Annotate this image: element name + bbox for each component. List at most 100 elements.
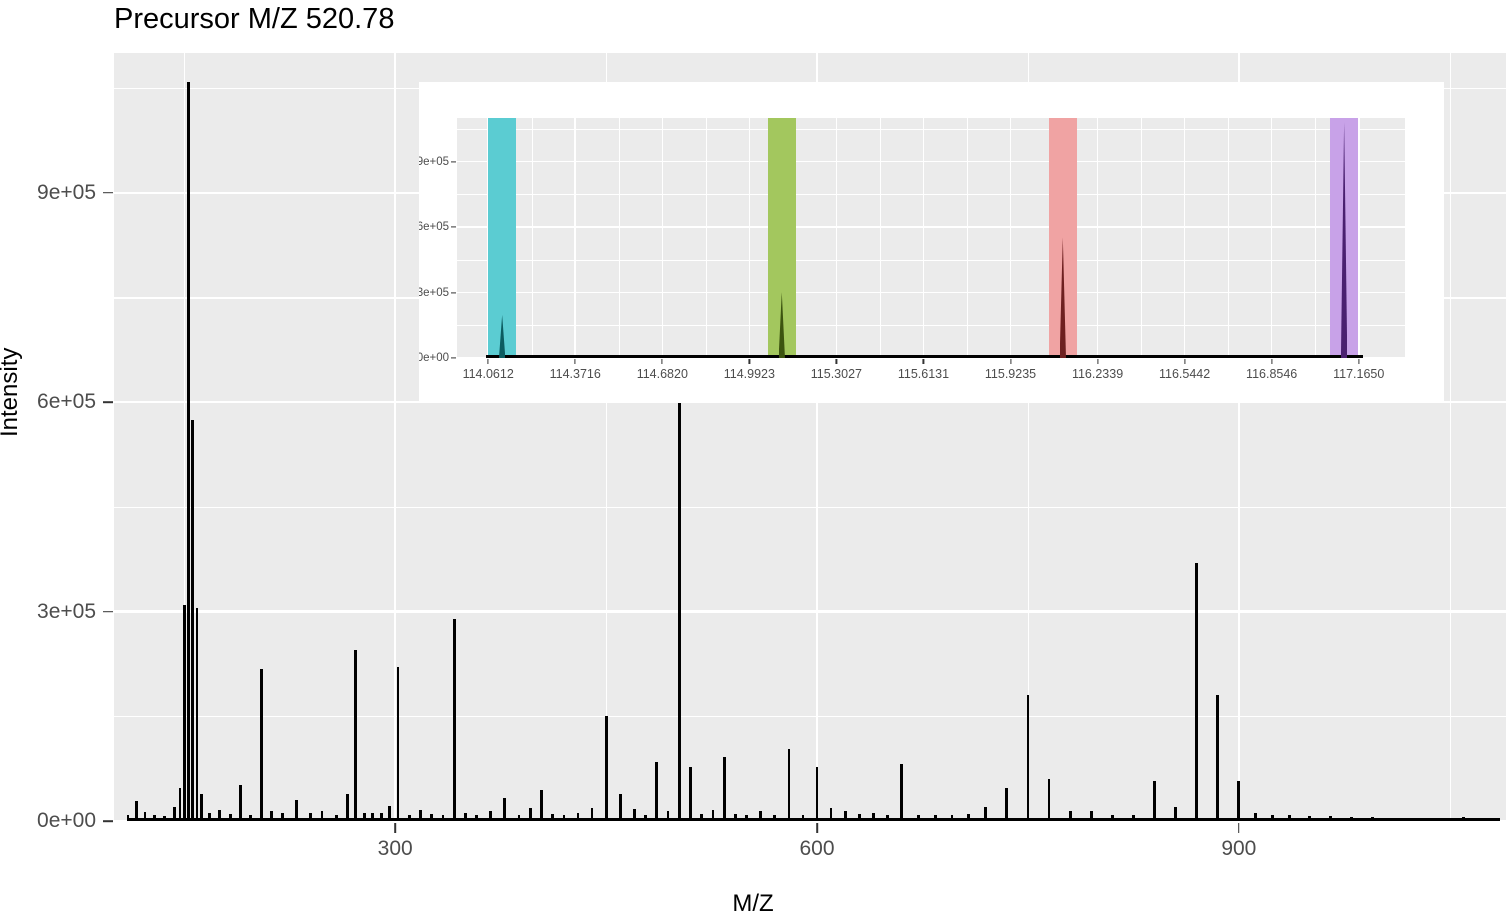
inset-gridline-minor-vertical-0	[531, 118, 533, 358]
inset-x-tick-mark	[1271, 359, 1273, 364]
spectrum-peak	[871, 812, 875, 821]
inset-x-tick-label: 114.9923	[723, 367, 775, 381]
gridline-major-vertical-2	[1237, 53, 1240, 821]
inset-y-tick-label: 3e+05	[419, 286, 449, 299]
spectrum-peak	[1131, 814, 1135, 821]
inset-x-tick-mark	[1358, 359, 1360, 364]
y-tick-label: 3e+05	[37, 599, 96, 623]
spectrum-peak	[178, 787, 182, 821]
inset-spectrum-baseline	[486, 355, 1363, 358]
spectrum-peak	[346, 794, 349, 821]
inset-gridline-minor-vertical-2	[705, 118, 707, 358]
spectrum-peak	[801, 814, 805, 821]
y-tick-mark	[103, 191, 113, 194]
spectrum-peak	[218, 809, 221, 821]
spectrum-peak	[933, 815, 937, 821]
spectrum-peak	[153, 814, 157, 821]
gridline-major-horizontal-1	[114, 610, 1506, 613]
inset-panel-box: 0e+00 3e+05 6e+05 9e+05 114.0612 114.3716 114.…	[419, 82, 1444, 403]
y-tick-mark	[103, 401, 113, 403]
spectrum-peak	[815, 766, 819, 821]
inset-gridline-major-vertical-0	[487, 118, 489, 358]
spectrum-peak	[379, 812, 383, 821]
x-tick-mark	[1238, 823, 1240, 833]
spectrum-peak	[773, 814, 777, 821]
spectrum-peak	[260, 668, 264, 821]
inset-gridline-minor-horizontal-2	[457, 194, 1405, 196]
gridline-minor-horizontal-1	[114, 506, 1506, 508]
x-tick-label: 900	[1221, 837, 1257, 860]
spectrum-peak	[916, 814, 920, 821]
inset-gridline-major-vertical-9	[1270, 118, 1273, 358]
inset-x-tick-mark	[922, 359, 925, 364]
spectrum-peak	[576, 812, 580, 821]
inset-x-tick-mark	[1184, 359, 1186, 364]
x-axis-title: M/Z	[732, 890, 774, 917]
spectrum-peak	[899, 763, 903, 821]
inset-gridline-major-horizontal-1	[457, 291, 1405, 294]
gridline-minor-vertical-1	[606, 53, 608, 821]
y-tick-label: 9e+05	[37, 180, 96, 204]
spectrum-peak	[689, 766, 692, 821]
gridline-minor-vertical-0	[184, 53, 186, 821]
inset-x-tick-label: 114.3716	[549, 367, 601, 381]
y-tick-mark	[103, 820, 113, 822]
inset-x-tick-label: 115.6131	[897, 367, 950, 381]
spectrum-peak	[430, 814, 434, 821]
spectrum-peak	[1005, 787, 1009, 821]
spectrum-peak	[1174, 807, 1177, 821]
spectrum-peak	[722, 756, 726, 821]
spectrum-peak	[700, 814, 704, 821]
inset-gridline-major-vertical-3	[748, 118, 751, 358]
spectrum-peak	[1216, 695, 1220, 821]
inset-gridline-major-vertical-8	[1183, 118, 1186, 358]
gridline-major-vertical-0	[394, 53, 397, 821]
inset-x-tick-label: 114.0612	[462, 367, 514, 381]
spectrum-peak	[195, 608, 199, 821]
inset-x-tick-mark	[835, 359, 837, 364]
inset-reporter-peak-reporter-115	[778, 292, 785, 358]
spectrum-peak	[517, 814, 521, 821]
inset-y-tick-mark	[451, 226, 456, 228]
inset-gridline-minor-horizontal-1	[457, 259, 1405, 261]
inset-gridline-major-horizontal-3	[457, 160, 1405, 163]
spectrum-peak	[528, 808, 532, 821]
spectrum-peak	[1371, 816, 1374, 821]
spectrum-peak	[362, 813, 366, 821]
spectrum-peak	[632, 809, 636, 821]
spectrum-peak	[320, 811, 324, 821]
x-tick-mark	[816, 823, 818, 833]
spectrum-peak	[441, 815, 445, 821]
inset-x-tick-mark	[661, 359, 663, 364]
spectrum-peak	[354, 649, 358, 821]
spectrum-peak	[371, 812, 375, 821]
spectrum-peak	[1110, 814, 1114, 821]
inset-gridline-minor-vertical-1	[618, 118, 620, 358]
inset-y-tick-label: 0e+00	[419, 352, 449, 364]
inset-x-tick-mark	[1009, 359, 1012, 364]
spectrum-peak	[1089, 811, 1093, 821]
spectrum-peak	[1462, 816, 1466, 821]
spectrum-peak	[173, 807, 176, 821]
gridline-major-vertical-1	[815, 53, 819, 821]
spectrum-peak	[1068, 811, 1072, 821]
spectrum-peak	[1153, 780, 1156, 821]
spectrum-peak	[126, 814, 130, 821]
y-tick-mark	[103, 610, 113, 613]
spectrum-peak	[677, 393, 681, 821]
spectrum-peak	[734, 814, 737, 821]
inset-x-tick-label: 115.9235	[984, 367, 1037, 381]
spectrum-peak	[857, 814, 861, 821]
spectrum-peak	[711, 809, 715, 821]
inset-x-tick-label: 114.6820	[636, 367, 688, 381]
spectrum-peak	[1195, 562, 1199, 821]
x-tick-mark	[394, 823, 396, 833]
highlight-band-reporter-114	[488, 118, 517, 358]
spectrum-peak	[281, 812, 285, 821]
spectrum-peak	[1288, 814, 1291, 821]
inset-x-tick-label: 117.1650	[1333, 367, 1385, 381]
inset-gridline-major-vertical-4	[835, 118, 838, 358]
spectrum-peak	[1026, 695, 1030, 821]
gridline-minor-horizontal-0	[114, 716, 1506, 718]
